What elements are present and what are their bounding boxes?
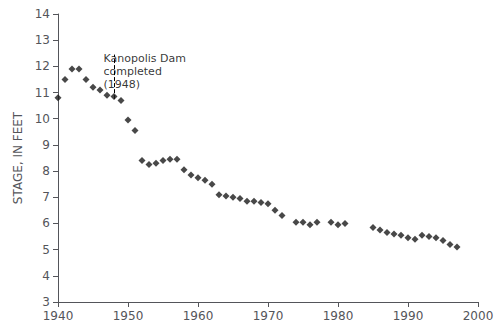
svg-text:12: 12: [35, 59, 50, 73]
svg-text:completed: completed: [104, 65, 162, 78]
svg-text:Kanopolis Dam: Kanopolis Dam: [104, 52, 186, 65]
svg-text:4: 4: [42, 269, 50, 283]
svg-text:STAGE, IN FEET: STAGE, IN FEET: [11, 111, 25, 204]
svg-text:10: 10: [35, 112, 50, 126]
svg-text:2000: 2000: [463, 309, 494, 323]
svg-text:1940: 1940: [43, 309, 74, 323]
svg-text:1980: 1980: [323, 309, 354, 323]
svg-text:1960: 1960: [183, 309, 214, 323]
svg-text:13: 13: [35, 33, 50, 47]
svg-text:8: 8: [42, 164, 50, 178]
svg-text:7: 7: [42, 190, 50, 204]
svg-text:9: 9: [42, 138, 50, 152]
svg-text:1950: 1950: [113, 309, 144, 323]
svg-text:(1948): (1948): [104, 78, 141, 91]
svg-text:14: 14: [35, 7, 50, 21]
svg-text:5: 5: [42, 243, 50, 257]
svg-text:1970: 1970: [253, 309, 284, 323]
svg-text:11: 11: [35, 86, 50, 100]
svg-text:3: 3: [42, 295, 50, 309]
svg-text:6: 6: [42, 216, 50, 230]
svg-text:1990: 1990: [393, 309, 424, 323]
